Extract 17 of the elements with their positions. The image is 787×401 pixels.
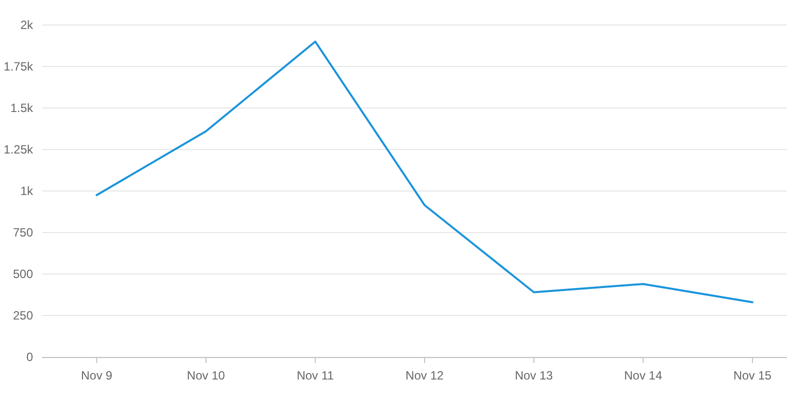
line-series (96, 40, 754, 304)
x-tick-label: Nov 11 (296, 368, 334, 383)
x-tick-label: Nov 12 (406, 368, 444, 383)
y-tick-label: 1.25k (4, 142, 34, 156)
y-tick-label: 500 (12, 266, 34, 281)
x-tick-label: Nov 15 (733, 368, 772, 383)
x-tick-label: Nov 13 (514, 368, 554, 383)
x-tick-label: Nov 14 (624, 368, 662, 383)
x-tick-label: Nov 10 (186, 368, 226, 383)
y-tick-label: 2k (20, 18, 34, 32)
y-tick-label: 250 (12, 308, 34, 322)
y-tick-label: 1.75k (4, 59, 34, 74)
y-tick-label: 1k (20, 184, 34, 198)
y-tick-label: 1.5k (10, 100, 34, 115)
y-tick-label: 0 (26, 350, 34, 364)
x-tick-label: Nov 9 (80, 368, 113, 383)
y-tick-label: 750 (12, 225, 34, 240)
